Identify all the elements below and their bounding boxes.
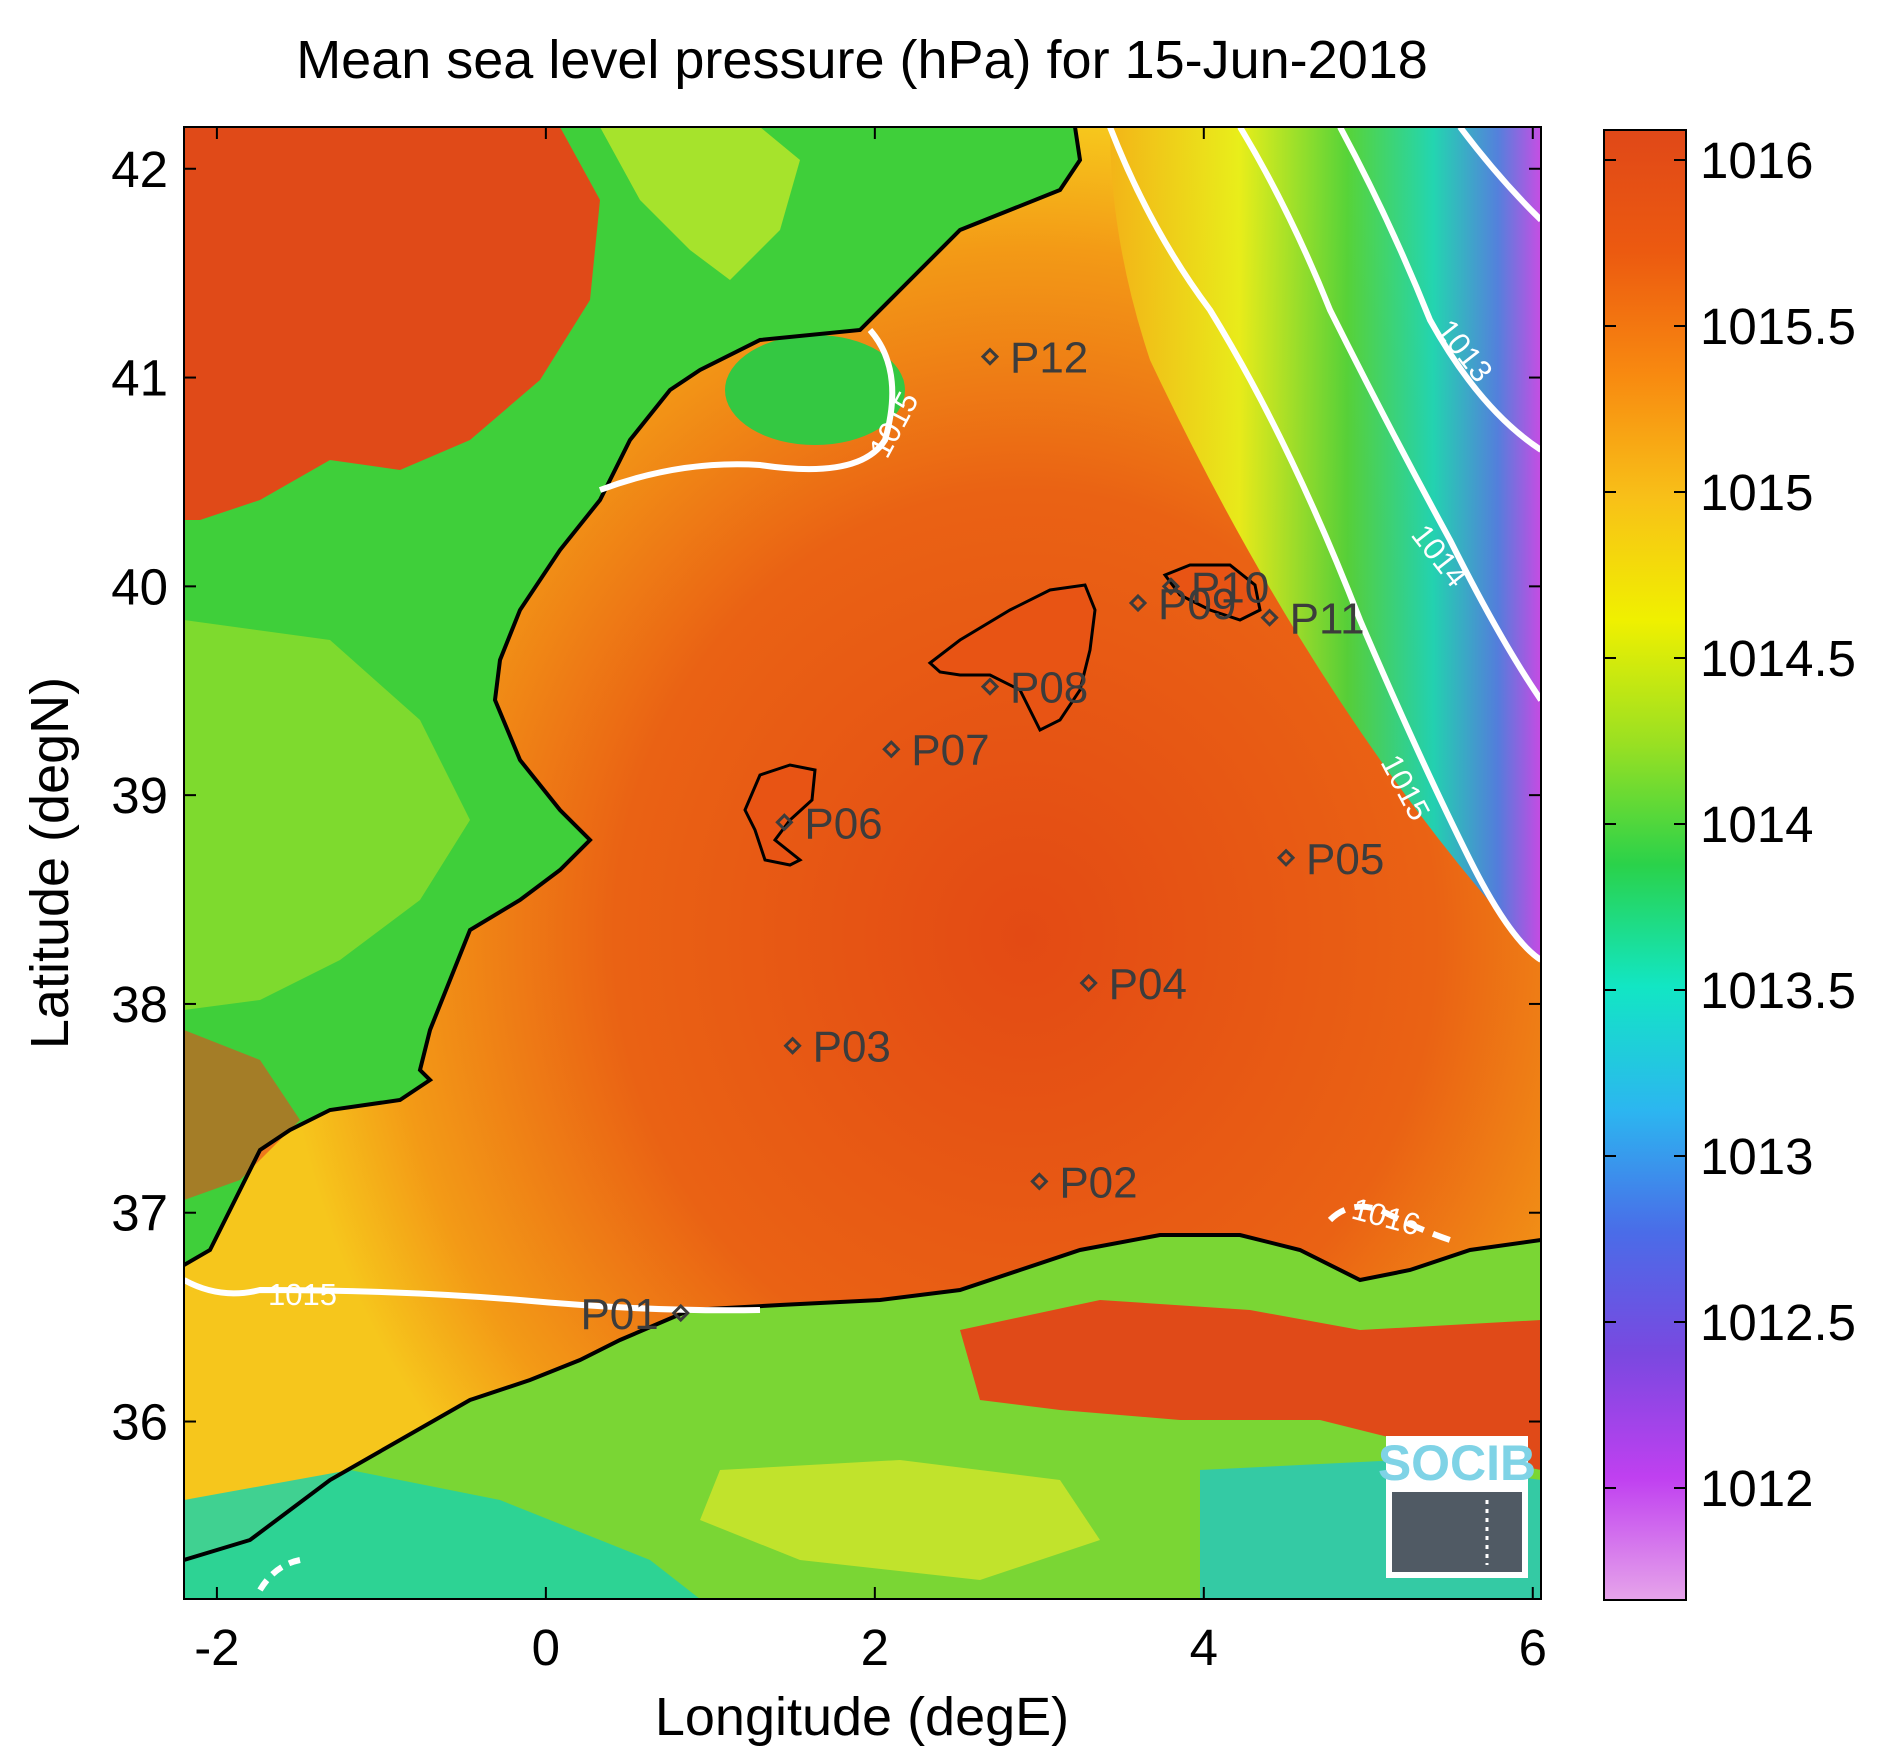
isobar-1015-east [1107, 127, 1541, 963]
isobar-1012 [1457, 127, 1541, 223]
station-p07: P07 [882, 726, 990, 775]
station-marker-icon [980, 347, 1000, 366]
station-label: P12 [1010, 334, 1088, 383]
southeast-land-patch [184, 1030, 300, 1200]
station-label: P01 [580, 1290, 658, 1339]
station-p12: P12 [980, 334, 1088, 383]
pyrenees-foothills [600, 127, 800, 280]
y-tick-label: 38 [111, 976, 168, 1033]
station-label: P06 [804, 799, 882, 848]
y-tick-label: 37 [111, 1185, 168, 1242]
colorbar-tick-label: 1014 [1700, 796, 1813, 853]
colorbar-tick-label: 1015 [1700, 464, 1813, 521]
station-label: P09 [1158, 580, 1236, 629]
menorca-island [1162, 563, 1262, 622]
station-label: P04 [1109, 960, 1187, 1009]
isobar-1016-southwest [257, 1557, 301, 1592]
isobar-1015-north [598, 328, 896, 493]
mallorca-island [927, 583, 1097, 733]
station-p06: P06 [775, 799, 883, 848]
y-tick-label: 41 [111, 350, 168, 407]
map-title: Mean sea level pressure (hPa) for 15-Jun… [296, 30, 1428, 90]
africa-coastline [184, 1233, 1541, 1562]
isobar-1014 [1237, 127, 1541, 702]
isobar-1013 [1337, 127, 1541, 453]
map-area: 1015 1015 1015 1016 1014 1013 P01P02P03P… [184, 127, 1541, 1599]
logo-water [1392, 1492, 1522, 1572]
iberia-coastline [184, 127, 1083, 1267]
station-label: P10 [1191, 563, 1269, 612]
colorbar-ticks: 1016 1015.5 1015 1014.5 1014 1013.5 1013 1012.5… [1604, 132, 1856, 1517]
station-label: P08 [1010, 664, 1088, 713]
station-p05: P05 [1276, 835, 1384, 884]
atlas-high-pressure [960, 1300, 1541, 1470]
isobar-1015-south [184, 1277, 761, 1314]
x-tick-label: 2 [861, 1619, 889, 1676]
y-axis: 42 41 40 39 38 37 36 [111, 141, 1541, 1451]
station-p08: P08 [980, 664, 1088, 713]
y-axis-label: Latitude (degN) [20, 677, 80, 1049]
colorbar-tick-label: 1013 [1700, 1128, 1813, 1185]
station-label: P07 [911, 726, 989, 775]
station-marker-icon [882, 740, 901, 759]
x-tick-label: 0 [532, 1619, 560, 1676]
y-tick-label: 39 [111, 767, 168, 824]
x-tick-label: 4 [1190, 1619, 1218, 1676]
colorbar-tick-label: 1015.5 [1700, 298, 1856, 355]
x-tick-label: -2 [194, 1619, 239, 1676]
station-p10: P10 [1161, 563, 1269, 612]
station-marker-icon [1030, 1172, 1049, 1191]
station-marker-icon [1161, 577, 1181, 596]
logo-text: SOCIB [1378, 1435, 1536, 1491]
african-coast-low [184, 1470, 700, 1599]
ebro-delta-patch [725, 335, 905, 445]
ne-low-pressure-band [1110, 127, 1541, 960]
station-p01: P01 [580, 1290, 690, 1339]
colorbar-tick-label: 1012 [1700, 1460, 1813, 1517]
station-marker-icon [1128, 593, 1148, 613]
station-marker-icon [1260, 608, 1279, 627]
y-tick-label: 42 [111, 141, 168, 198]
station-marker-icon [775, 813, 794, 832]
station-marker-icon [1079, 973, 1098, 993]
x-tick-label: 6 [1519, 1619, 1547, 1676]
station-label: P03 [813, 1023, 891, 1072]
station-label: P02 [1059, 1158, 1137, 1207]
african-mid-band [700, 1460, 1100, 1580]
station-p09: P09 [1128, 580, 1236, 629]
plot-frame [183, 126, 1542, 1600]
station-p02: P02 [1030, 1158, 1138, 1207]
station-p11: P11 [1260, 595, 1365, 644]
station-marker-icon [1276, 848, 1296, 867]
ibiza-island [743, 763, 817, 867]
colorbar-tick-label: 1013.5 [1700, 962, 1856, 1019]
socib-logo: SOCIB [1378, 1435, 1536, 1578]
x-axis: -2 0 2 4 6 [194, 127, 1547, 1676]
y-tick-label: 40 [111, 558, 168, 615]
colorbar-tick-label: 1016 [1700, 132, 1813, 189]
colorbar-tick-label: 1012.5 [1700, 1294, 1856, 1351]
station-label: P05 [1306, 835, 1384, 884]
isobar-1016 [1327, 1203, 1451, 1243]
levante-land [184, 620, 470, 1010]
station-marker-icon [980, 677, 1000, 696]
iberia-high-plateau [184, 127, 600, 520]
station-p03: P03 [783, 1023, 891, 1072]
station-marker-icon [671, 1303, 690, 1323]
station-label: P11 [1290, 595, 1365, 644]
station-p04: P04 [1079, 960, 1187, 1009]
station-marker-icon [783, 1036, 802, 1055]
y-tick-label: 36 [111, 1394, 168, 1451]
contour-label-1015-south: 1015 [268, 1277, 337, 1312]
colorbar-tick-label: 1014.5 [1700, 630, 1856, 687]
colorbar [1603, 129, 1687, 1601]
x-axis-label: Longitude (degE) [655, 1687, 1069, 1747]
